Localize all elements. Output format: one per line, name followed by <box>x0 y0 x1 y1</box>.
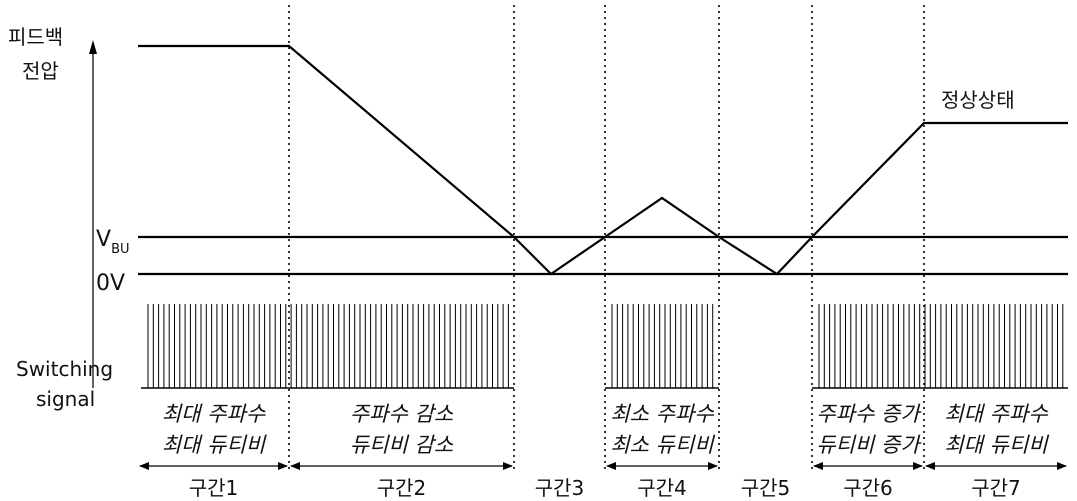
section-arrowhead-right-4 <box>708 462 718 470</box>
vbu-label-main: V <box>96 227 111 252</box>
feedback-voltage-trace <box>138 44 1068 276</box>
section-6-desc-line-2: 듀티비 증가 <box>816 433 922 457</box>
section-arrowhead-right-1 <box>278 462 288 470</box>
steady-state-label: 정상상태 <box>941 88 1015 112</box>
switching-pulses <box>141 304 1068 389</box>
section-arrowhead-left-4 <box>606 462 616 470</box>
section-name-1: 구간1 <box>189 476 239 500</box>
section-name-7: 구간7 <box>971 476 1021 500</box>
switching-label-line1: Switching <box>16 357 113 381</box>
section-2-desc-line-1: 주파수 감소 <box>350 402 454 426</box>
section-arrowhead-right-6 <box>913 462 923 470</box>
vbu-label: VBU <box>96 227 130 257</box>
section-arrowhead-right-2 <box>503 462 513 470</box>
vbu-label-subscript: BU <box>111 242 129 257</box>
section-name-2: 구간2 <box>377 476 427 500</box>
section-arrowhead-left-1 <box>139 462 149 470</box>
section-name-4: 구간4 <box>637 476 687 500</box>
section-1-desc-line-1: 최대 주파수 <box>162 402 266 426</box>
zero-volt-label: 0V <box>96 271 125 296</box>
section-arrowhead-left-2 <box>290 462 300 470</box>
section-arrowhead-left-6 <box>813 462 823 470</box>
section-name-6: 구간6 <box>843 476 893 500</box>
y-axis-label-line2: 전압 <box>22 59 59 83</box>
section-2-desc-line-2: 듀티비 감소 <box>350 433 454 457</box>
section-6-desc-line-1: 주파수 증가 <box>816 402 922 426</box>
section-arrowhead-left-7 <box>925 462 935 470</box>
section-1-desc-line-2: 최대 듀티비 <box>162 433 267 457</box>
section-arrowhead-right-7 <box>1057 462 1067 470</box>
section-name-3: 구간3 <box>535 476 585 500</box>
section-markers: 구간1 구간2 구간3 구간4 구간5 구간6 구간7 <box>139 462 1067 500</box>
section-4-desc-line-2: 최소 듀티비 <box>610 433 715 457</box>
section-7-desc-line-2: 최대 듀티비 <box>944 433 1049 457</box>
section-name-5: 구간5 <box>741 476 791 500</box>
y-axis-arrowhead <box>89 40 97 54</box>
switching-label-line2: signal <box>36 387 95 411</box>
section-7-desc-line-1: 최대 주파수 <box>944 402 1048 426</box>
section-4-desc-line-1: 최소 주파수 <box>610 402 714 426</box>
y-axis-label-line1: 피드백 <box>8 25 63 49</box>
